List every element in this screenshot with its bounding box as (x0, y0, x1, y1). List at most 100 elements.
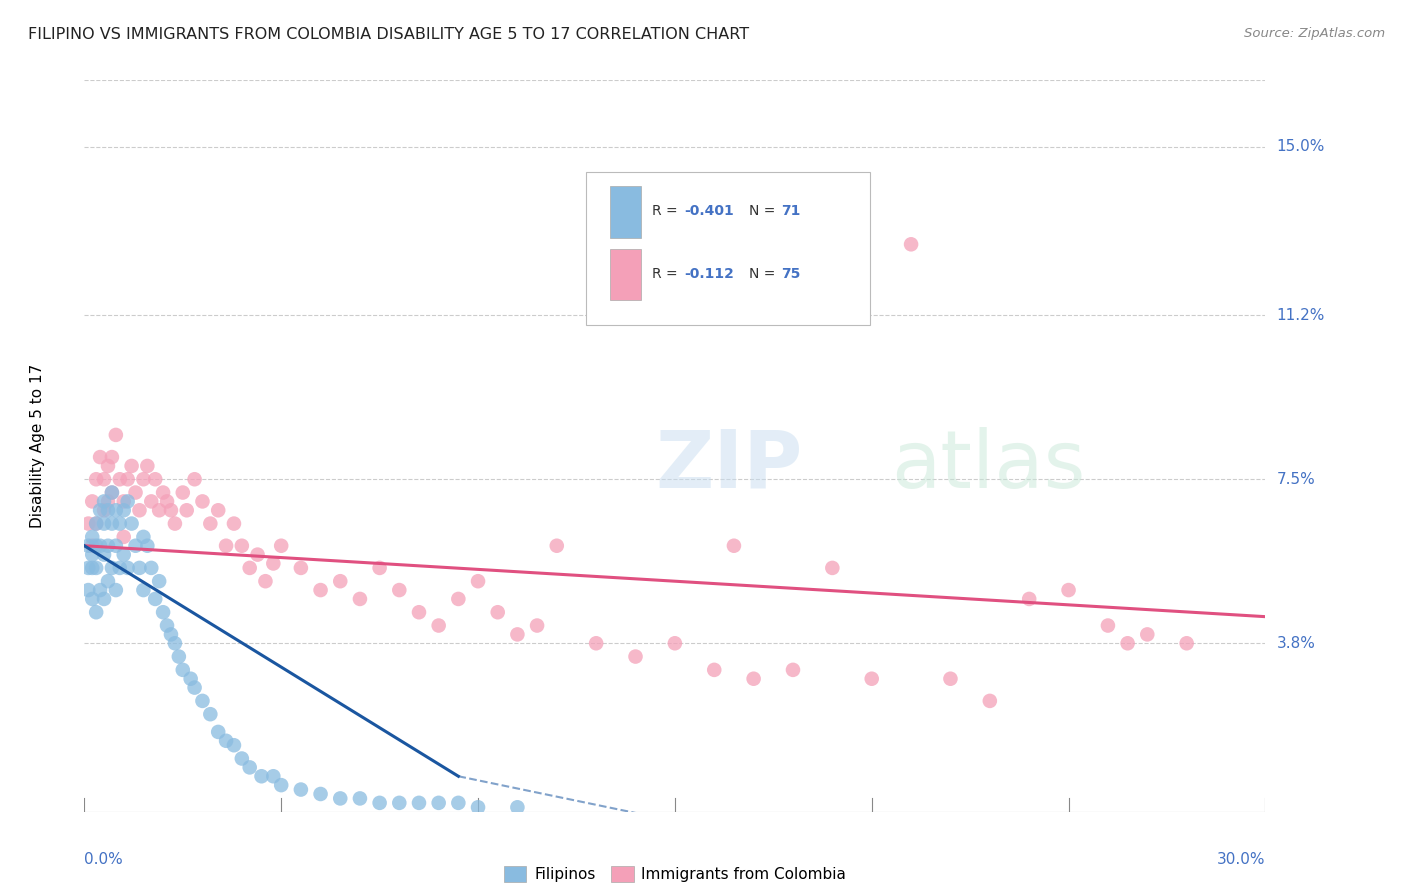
Point (231, 539, 253, 553)
Point (191, 494, 214, 508)
Point (84, 539, 107, 553)
Point (132, 472, 155, 486)
Point (167, 649, 190, 664)
Point (172, 663, 194, 677)
Point (124, 539, 146, 553)
Point (101, 561, 124, 575)
Point (1175, 636, 1198, 650)
Point (104, 583, 127, 598)
Point (742, 672, 765, 686)
Point (290, 782, 312, 797)
Point (84, 561, 107, 575)
Point (270, 778, 292, 792)
Point (82, 530, 104, 544)
FancyBboxPatch shape (586, 172, 870, 326)
Point (101, 485, 124, 500)
Point (262, 557, 284, 571)
Point (141, 494, 163, 508)
Point (156, 618, 179, 632)
Point (112, 503, 135, 517)
Text: -0.401: -0.401 (685, 204, 734, 219)
Text: 71: 71 (782, 204, 800, 219)
Point (108, 561, 131, 575)
Point (368, 561, 391, 575)
Point (97, 539, 120, 553)
Point (101, 516, 124, 531)
Point (156, 494, 179, 508)
Point (148, 574, 170, 589)
Point (160, 627, 183, 641)
Point (624, 649, 647, 664)
Point (467, 800, 489, 814)
Point (93, 591, 115, 606)
Point (117, 472, 139, 486)
Point (108, 516, 131, 531)
Point (143, 472, 166, 486)
Text: R =: R = (652, 267, 682, 281)
Legend: Filipinos, Immigrants from Colombia: Filipinos, Immigrants from Colombia (498, 860, 852, 888)
Point (82, 548, 104, 562)
Text: 3.8%: 3.8% (1277, 636, 1316, 651)
Point (388, 583, 411, 598)
Point (329, 574, 352, 589)
Point (117, 494, 139, 508)
Point (1057, 583, 1080, 598)
Point (1018, 591, 1040, 606)
Point (93, 494, 115, 508)
Point (132, 583, 155, 598)
Point (222, 738, 245, 752)
Point (723, 539, 745, 553)
Point (82, 561, 104, 575)
Point (222, 516, 245, 531)
Point (782, 663, 804, 677)
Point (160, 503, 183, 517)
Point (101, 450, 124, 464)
Text: 7.5%: 7.5% (1277, 472, 1315, 487)
Point (104, 503, 127, 517)
Point (97, 494, 120, 508)
Point (349, 791, 371, 805)
Point (108, 472, 131, 486)
Point (329, 791, 352, 805)
Text: ZIP: ZIP (655, 427, 803, 505)
Point (486, 605, 509, 619)
Point (215, 539, 238, 553)
Point (172, 485, 194, 500)
Point (427, 796, 450, 810)
Point (408, 796, 430, 810)
Point (506, 627, 529, 641)
Point (148, 503, 170, 517)
Text: 30.0%: 30.0% (1218, 852, 1265, 867)
Point (112, 530, 135, 544)
Point (121, 458, 143, 473)
Point (239, 760, 262, 774)
Point (93, 516, 115, 531)
Point (136, 458, 159, 473)
Point (93, 472, 115, 486)
Point (1116, 636, 1139, 650)
Point (207, 725, 229, 739)
Point (163, 516, 186, 531)
Point (93, 503, 115, 517)
Point (821, 561, 844, 575)
Point (97, 574, 120, 589)
Point (408, 605, 430, 619)
Point (368, 796, 391, 810)
Point (546, 539, 568, 553)
Point (89, 583, 111, 598)
Text: -0.112: -0.112 (685, 267, 734, 281)
Point (104, 539, 127, 553)
Point (585, 636, 607, 650)
Point (128, 503, 150, 517)
Point (152, 485, 174, 500)
Text: 15.0%: 15.0% (1277, 139, 1324, 154)
Point (82, 494, 104, 508)
Text: Disability Age 5 to 17: Disability Age 5 to 17 (30, 364, 45, 528)
Point (84, 516, 107, 531)
Text: N =: N = (749, 204, 780, 219)
Point (262, 769, 284, 783)
Point (176, 503, 198, 517)
Point (939, 672, 962, 686)
Point (128, 561, 150, 575)
Bar (610, 249, 641, 300)
